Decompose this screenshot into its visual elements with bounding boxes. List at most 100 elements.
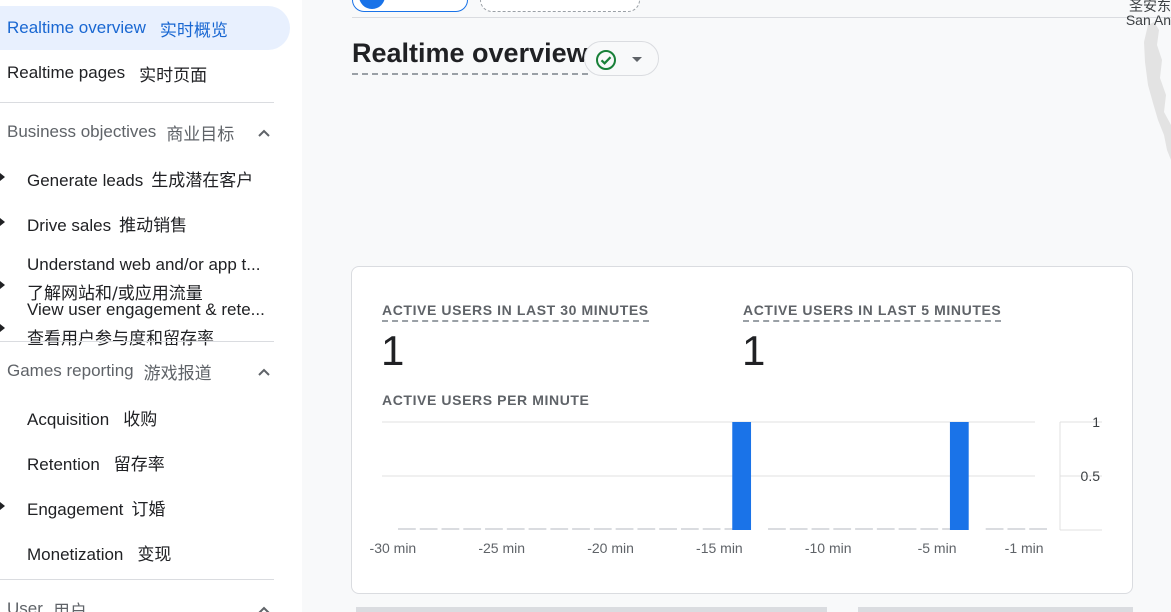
map-city-label: San An bbox=[1125, 12, 1171, 28]
sidebar-item-label-zh: 生成潜在客户 bbox=[151, 171, 254, 191]
chart-bar bbox=[1029, 528, 1047, 530]
chart-x-tick-label: -20 min bbox=[587, 540, 634, 556]
section-title-zh: 游戏报道 bbox=[143, 363, 212, 384]
chart-bar bbox=[528, 528, 547, 530]
chart-bar bbox=[441, 528, 460, 530]
sidebar-item-label: Drive sales bbox=[27, 216, 112, 235]
sidebar-item-label: Monetization bbox=[27, 545, 124, 564]
sidebar-item-monetization[interactable]: Monetization 变现 bbox=[27, 540, 171, 565]
chart-bar bbox=[732, 422, 752, 530]
chevron-up-icon[interactable] bbox=[257, 364, 271, 378]
chart-x-tick-label: -15 min bbox=[696, 540, 743, 556]
expand-arrow-icon[interactable] bbox=[0, 281, 5, 289]
chart-bar bbox=[550, 528, 569, 530]
sidebar-item-understand-traffic[interactable]: Understand web and/or app t... 了解网站和/或应用… bbox=[27, 255, 260, 304]
metric-value-5-min: 1 bbox=[742, 327, 766, 374]
expand-arrow-icon[interactable] bbox=[0, 502, 5, 510]
sidebar-item-user-engagement[interactable]: View user engagement & rete... 查看用户参与度和留… bbox=[27, 300, 265, 349]
chevron-up-icon[interactable] bbox=[257, 125, 271, 139]
chart-bar bbox=[398, 528, 416, 530]
metric-label-5-min[interactable]: ACTIVE USERS IN LAST 5 MINUTES bbox=[743, 302, 1002, 322]
chart-bar bbox=[572, 528, 590, 530]
check-circle-icon bbox=[595, 49, 617, 71]
sidebar-item-generate-leads[interactable]: Generate leads 生成潜在客户 bbox=[27, 166, 253, 191]
expand-arrow-icon[interactable] bbox=[0, 173, 5, 181]
chart-bar bbox=[419, 528, 438, 530]
chart-bar bbox=[615, 528, 634, 530]
next-card-edge bbox=[858, 607, 1133, 612]
chart-bar bbox=[485, 528, 503, 530]
sidebar-item-retention[interactable]: Retention 留存率 bbox=[27, 450, 165, 475]
chart-y-tick-label: 0.5 bbox=[1081, 468, 1101, 484]
chart-x-tick-label: -1 min bbox=[1005, 540, 1044, 556]
chart-x-tick-label: -25 min bbox=[478, 540, 525, 556]
next-card-edge bbox=[356, 607, 827, 612]
chart-bar bbox=[768, 528, 786, 530]
sidebar-item-label-zh: 推动销售 bbox=[119, 216, 188, 236]
expand-arrow-icon[interactable] bbox=[0, 218, 5, 226]
chart-bar bbox=[898, 528, 917, 530]
sidebar-item-label: Engagement bbox=[27, 500, 124, 519]
chart-bar bbox=[506, 528, 525, 530]
sidebar-item-label: Realtime pages bbox=[7, 63, 126, 82]
sidebar-item-label: View user engagement & rete... bbox=[27, 300, 265, 319]
data-status-dropdown[interactable] bbox=[584, 41, 659, 76]
chart-bar bbox=[637, 528, 656, 530]
expand-arrow-icon[interactable] bbox=[0, 324, 5, 332]
sidebar-item-label-zh: 实时概览 bbox=[159, 20, 228, 41]
section-header-business-objectives[interactable]: Business objectives 商业目标 bbox=[7, 112, 275, 152]
sidebar-item-engagement[interactable]: Engagement 订婚 bbox=[27, 495, 165, 520]
sidebar-item-label-zh: 订婚 bbox=[131, 500, 166, 520]
header-divider bbox=[352, 17, 1171, 18]
map-city-label-zh: 圣安东 bbox=[1129, 0, 1171, 14]
sidebar-item-label-zh: 变现 bbox=[137, 545, 172, 565]
chart-bar bbox=[811, 528, 830, 530]
chip-avatar-icon bbox=[359, 0, 385, 9]
chart-bar bbox=[833, 528, 852, 530]
chevron-up-icon[interactable] bbox=[257, 602, 271, 612]
sidebar-item-label-zh: 了解网站和/或应用流量 bbox=[27, 284, 203, 304]
caret-down-icon bbox=[632, 57, 642, 62]
metric-value-30-min: 1 bbox=[381, 327, 405, 374]
sidebar-item-realtime-pages[interactable]: Realtime pages 实时页面 bbox=[0, 51, 207, 95]
comparison-chip[interactable] bbox=[352, 0, 468, 12]
sidebar-item-label: Realtime overview bbox=[7, 18, 146, 37]
chart-y-tick-label: 1 bbox=[1092, 414, 1100, 430]
sidebar-item-realtime-overview[interactable]: Realtime overview 实时概览 bbox=[0, 6, 290, 50]
metric-label-30-min[interactable]: ACTIVE USERS IN LAST 30 MINUTES bbox=[382, 302, 649, 322]
sidebar-item-label: Generate leads bbox=[27, 171, 144, 190]
active-users-per-minute-chart: 1 0.5 -30 min -25 min -20 min -15 min -10 min -… bbox=[370, 414, 1102, 556]
chart-bar bbox=[593, 528, 612, 530]
sidebar-item-label: Retention bbox=[27, 455, 100, 474]
page-title[interactable]: Realtime overview bbox=[352, 38, 588, 75]
map-land-shape bbox=[1144, 22, 1171, 160]
sidebar-item-label-zh: 留存率 bbox=[113, 455, 165, 475]
realtime-map[interactable]: 圣安东 San An bbox=[1118, 0, 1171, 160]
chart-bar bbox=[1007, 528, 1026, 530]
sidebar-item-acquisition[interactable]: Acquisition 收购 bbox=[27, 405, 157, 430]
chart-x-tick-label: -10 min bbox=[805, 540, 852, 556]
section-header-user[interactable]: User 用户 bbox=[7, 589, 275, 612]
chart-bar bbox=[985, 528, 1004, 530]
sidebar-item-label: Understand web and/or app t... bbox=[27, 255, 261, 274]
sidebar-item-label-zh: 收购 bbox=[123, 410, 158, 430]
section-header-games-reporting[interactable]: Games reporting 游戏报道 bbox=[7, 351, 275, 391]
active-users-card: ACTIVE USERS IN LAST 30 MINUTES 1 ACTIVE… bbox=[351, 266, 1133, 594]
chart-bar bbox=[680, 528, 699, 530]
chart-bar bbox=[789, 528, 808, 530]
sidebar-nav: Realtime overview 实时概览 Realtime pages 实时… bbox=[0, 0, 302, 612]
add-comparison-chip[interactable] bbox=[480, 0, 640, 12]
sidebar-divider bbox=[0, 579, 274, 580]
chart-bar bbox=[876, 528, 895, 530]
chart-x-tick-label: -5 min bbox=[918, 540, 957, 556]
chart-bar bbox=[920, 528, 939, 530]
sidebar-item-label-zh: 查看用户参与度和留存率 bbox=[27, 329, 214, 349]
sidebar-divider bbox=[0, 341, 274, 342]
sidebar-item-drive-sales[interactable]: Drive sales 推动销售 bbox=[27, 211, 187, 236]
chart-bar bbox=[659, 528, 677, 530]
sidebar-item-label: Acquisition bbox=[27, 410, 110, 429]
section-title: Games reporting bbox=[7, 361, 134, 380]
sidebar-item-label-zh: 实时页面 bbox=[139, 65, 208, 86]
section-title: Business objectives bbox=[7, 122, 157, 141]
